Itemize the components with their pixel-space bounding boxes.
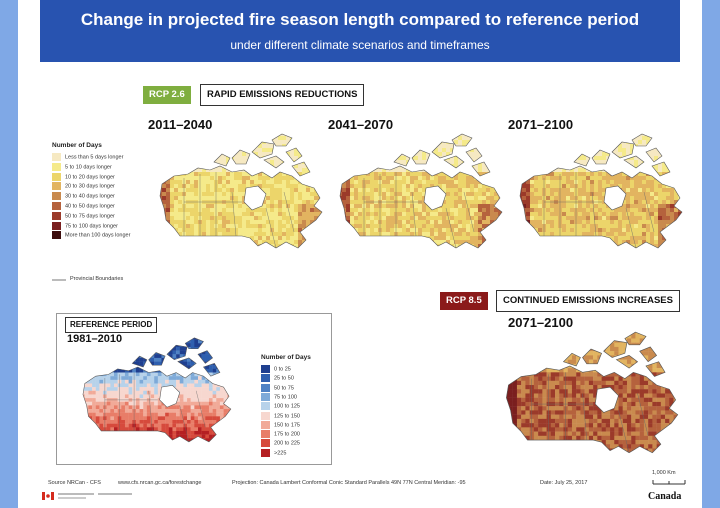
legend-future-swatch	[52, 172, 61, 181]
canada-wordmark: Canada	[648, 491, 682, 502]
rcp26-label: RAPID EMISSIONS REDUCTIONS	[200, 84, 365, 106]
map-reference-1981-2010	[82, 337, 232, 443]
government-signature-line-3	[98, 493, 132, 495]
rcp85-tag: RCP 8.5	[440, 292, 488, 310]
footer-projection: Projection: Canada Lambert Conformal Con…	[232, 480, 466, 486]
legend-future-item: 20 to 30 days longer	[52, 182, 115, 191]
legend-reference-item: 25 to 50	[261, 374, 294, 383]
legend-future-label: 40 to 50 days longer	[65, 203, 115, 210]
legend-future-item: 10 to 20 days longer	[52, 172, 115, 182]
legend-reference-label: 150 to 175	[274, 422, 300, 429]
legend-reference-swatch	[261, 439, 270, 448]
footer-date: Date: July 25, 2017	[540, 480, 588, 486]
legend-reference-item: 200 to 225	[261, 439, 300, 448]
legend-future-item: 40 to 50 days longer	[52, 202, 115, 211]
legend-future-label: 30 to 40 days longer	[65, 193, 115, 200]
legend-reference-label: 25 to 50	[274, 375, 294, 382]
page-title: Change in projected fire season length c…	[80, 10, 640, 29]
title-banner: Change in projected fire season length c…	[40, 0, 680, 62]
legend-reference-item: 175 to 200	[261, 430, 300, 439]
legend-future-item: 30 to 40 days longer	[52, 192, 115, 201]
scale-bar	[652, 480, 686, 485]
legend-reference-swatch	[261, 420, 270, 429]
legend-reference-item: 50 to 75	[261, 383, 294, 393]
boundary-line-icon	[52, 279, 66, 281]
legend-future-label: 75 to 100 days longer	[65, 223, 118, 230]
legend-reference-swatch	[261, 430, 270, 439]
scale-label: 1,000 Km	[652, 470, 676, 476]
legend-reference-title: Number of Days	[261, 354, 311, 361]
legend-reference-label: 125 to 150	[274, 412, 300, 419]
legend-reference-item: 0 to 25	[261, 365, 291, 374]
legend-future-label: 10 to 20 days longer	[65, 174, 115, 181]
map-rcp26-2071-2100	[519, 133, 683, 249]
legend-future-title: Number of Days	[52, 142, 102, 149]
legend-reference-swatch	[261, 383, 270, 392]
legend-future-label: 5 to 10 days longer	[65, 164, 112, 171]
page-subtitle: under different climate scenarios and ti…	[230, 38, 490, 52]
government-signature-line	[58, 493, 94, 495]
legend-reference-label: 0 to 25	[274, 366, 291, 373]
legend-reference-label: >225	[274, 450, 287, 457]
legend-future-swatch	[52, 202, 61, 210]
canada-flag-icon	[42, 492, 54, 500]
legend-future-swatch	[52, 231, 61, 240]
legend-reference-label: 75 to 100	[274, 394, 297, 401]
legend-reference-swatch	[261, 392, 270, 401]
legend-future-swatch	[52, 211, 61, 220]
government-signature-line-2	[58, 497, 86, 499]
period-rcp85-2071-2100: 2071–2100	[508, 315, 574, 330]
legend-reference-swatch	[261, 402, 270, 411]
period-2071-2100: 2071–2100	[508, 117, 574, 132]
reference-panel: REFERENCE PERIOD 1981–2010 Number of Day…	[56, 313, 332, 465]
footer-source: Source NRCan - CFS	[48, 480, 101, 486]
legend-future-item: 75 to 100 days longer	[52, 221, 118, 231]
page: Change in projected fire season length c…	[18, 0, 702, 508]
legend-reference-item: 150 to 175	[261, 420, 300, 430]
legend-reference-swatch	[261, 411, 270, 420]
legend-reference-item: 100 to 125	[261, 402, 300, 411]
legend-reference-swatch	[261, 365, 270, 373]
legend-future-swatch	[52, 192, 61, 201]
legend-future-label: Less than 5 days longer	[65, 154, 124, 161]
reference-tag: REFERENCE PERIOD	[65, 317, 158, 333]
legend-reference-label: 100 to 125	[274, 403, 300, 410]
legend-future-swatch	[52, 221, 61, 230]
rcp85-label: CONTINUED EMISSIONS INCREASES	[496, 290, 680, 312]
period-2011-2040: 2011–2040	[148, 117, 213, 132]
legend-reference-label: 50 to 75	[274, 385, 294, 392]
legend-reference-label: 200 to 225	[274, 440, 300, 447]
legend-future-item: 5 to 10 days longer	[52, 162, 112, 172]
map-rcp26-2011-2040	[159, 133, 323, 249]
legend-future-item: More than 100 days longer	[52, 231, 130, 240]
legend-future-item: Less than 5 days longer	[52, 153, 123, 162]
legend-future-item: 50 to 75 days longer	[52, 211, 115, 221]
legend-future-label: 50 to 75 days longer	[65, 213, 115, 220]
legend-future-swatch	[52, 153, 61, 161]
legend-reference-item: >225	[261, 448, 287, 458]
legend-reference-swatch	[261, 374, 270, 383]
rcp26-tag: RCP 2.6	[143, 86, 191, 104]
legend-reference-item: 125 to 150	[261, 411, 300, 421]
map-rcp26-2041-2070	[339, 133, 503, 249]
legend-future-swatch	[52, 162, 61, 171]
footer-url[interactable]: www.cfs.nrcan.gc.ca/forestchange	[118, 480, 202, 486]
map-rcp85-2071-2100	[506, 331, 679, 454]
boundary-label: Provincial Boundaries	[70, 276, 124, 282]
legend-reference-label: 175 to 200	[274, 431, 300, 438]
reference-period: 1981–2010	[67, 333, 123, 345]
legend-future-label: 20 to 30 days longer	[65, 183, 115, 190]
legend-reference-swatch	[261, 448, 270, 457]
legend-reference-item: 75 to 100	[261, 392, 297, 402]
legend-future-label: More than 100 days longer	[65, 232, 131, 239]
period-2041-2070: 2041–2070	[328, 117, 394, 132]
legend-future-swatch	[52, 182, 61, 191]
